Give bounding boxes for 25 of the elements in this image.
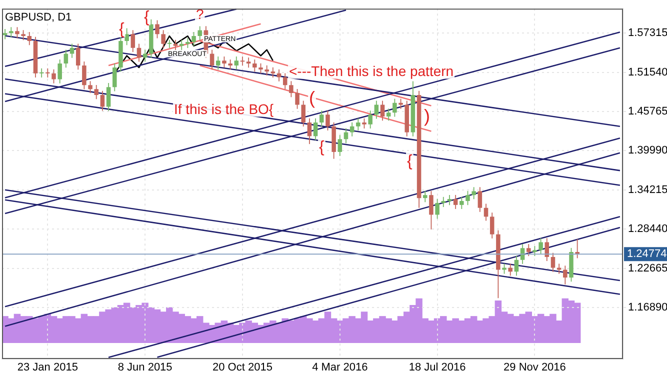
annotation: { bbox=[407, 153, 413, 170]
annotation: { bbox=[144, 9, 150, 26]
y-tick-label: 1.22665 bbox=[628, 262, 667, 274]
annotation: ? bbox=[196, 6, 204, 22]
annotation: If this is the BO{ bbox=[174, 101, 274, 117]
ref-line-label: 1.24774 bbox=[627, 248, 667, 260]
annotation: ( bbox=[309, 88, 315, 108]
chart-title: GBPUSD, D1 bbox=[5, 12, 72, 24]
y-tick-label: 1.34215 bbox=[628, 184, 667, 196]
x-tick-label: 23 Jan 2015 bbox=[17, 362, 78, 374]
x-tick-label: 8 Jun 2015 bbox=[118, 362, 172, 374]
y-tick-label: 1.28440 bbox=[628, 223, 667, 236]
y-tick-label: 1.51540 bbox=[628, 66, 667, 78]
y-tick-label: 1.39990 bbox=[628, 144, 667, 157]
y-tick-label: 1.45765 bbox=[628, 106, 667, 118]
annotation: <---Then this is the pattern bbox=[289, 63, 454, 79]
x-tick-label: 29 Nov 2016 bbox=[504, 362, 566, 374]
annotation: ) bbox=[424, 106, 430, 126]
x-tick-label: 18 Jul 2016 bbox=[408, 362, 466, 374]
annotation: { bbox=[119, 21, 125, 38]
y-tick-label: 1.16890 bbox=[628, 302, 667, 314]
x-tick-label: 20 Oct 2015 bbox=[212, 362, 272, 374]
y-tick-label: 1.57315 bbox=[628, 27, 667, 40]
x-tick-label: 4 Mar 2016 bbox=[312, 362, 368, 374]
annotation: { bbox=[319, 139, 325, 156]
